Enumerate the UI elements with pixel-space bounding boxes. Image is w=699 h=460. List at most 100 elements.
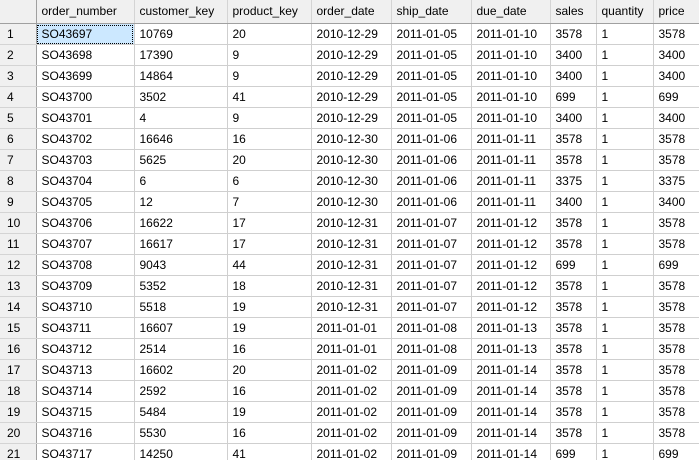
cell-order-date[interactable]: 2010-12-30: [311, 170, 392, 192]
cell-sales[interactable]: 3400: [550, 107, 597, 129]
cell-due-date[interactable]: 2011-01-10: [471, 86, 551, 108]
cell-quantity[interactable]: 1: [596, 23, 654, 45]
cell-product-key[interactable]: 20: [227, 149, 312, 171]
cell-price[interactable]: 3578: [653, 275, 699, 297]
cell-order-date[interactable]: 2010-12-29: [311, 44, 392, 66]
cell-order-number[interactable]: SO43699: [36, 65, 135, 87]
cell-quantity[interactable]: 1: [596, 44, 654, 66]
cell-customer-key[interactable]: 3502: [134, 86, 228, 108]
cell-product-key[interactable]: 16: [227, 380, 312, 402]
row-number[interactable]: 4: [0, 86, 37, 108]
cell-quantity[interactable]: 1: [596, 86, 654, 108]
cell-ship-date[interactable]: 2011-01-06: [391, 191, 472, 213]
cell-quantity[interactable]: 1: [596, 275, 654, 297]
table-row[interactable]: 8 SO43704 6 6 2010-12-30 2011-01-06 2011-01-11…: [0, 170, 699, 192]
cell-ship-date[interactable]: 2011-01-09: [391, 422, 472, 444]
row-number[interactable]: 18: [0, 380, 37, 402]
table-row[interactable]: 2 SO43698 17390 9 2010-12-29 2011-01-05 2011-0…: [0, 44, 699, 66]
cell-customer-key[interactable]: 5484: [134, 401, 228, 423]
cell-sales[interactable]: 3400: [550, 65, 597, 87]
row-number[interactable]: 7: [0, 149, 37, 171]
table-row[interactable]: 10 SO43706 16622 17 2010-12-31 2011-01-07 2011…: [0, 212, 699, 234]
table-row[interactable]: 1 SO43697 10769 20 2010-12-29 2011-01-05 2011-…: [0, 23, 699, 45]
cell-quantity[interactable]: 1: [596, 170, 654, 192]
cell-sales[interactable]: 3578: [550, 275, 597, 297]
table-row[interactable]: 14 SO43710 5518 19 2010-12-31 2011-01-07 2011-…: [0, 296, 699, 318]
cell-sales[interactable]: 3375: [550, 170, 597, 192]
cell-quantity[interactable]: 1: [596, 233, 654, 255]
column-header-order-date[interactable]: order_date: [311, 0, 392, 24]
cell-product-key[interactable]: 19: [227, 296, 312, 318]
cell-order-date[interactable]: 2010-12-31: [311, 275, 392, 297]
cell-customer-key[interactable]: 4: [134, 107, 228, 129]
cell-order-number[interactable]: SO43710: [36, 296, 135, 318]
cell-sales[interactable]: 3578: [550, 23, 597, 45]
cell-price[interactable]: 3400: [653, 191, 699, 213]
cell-due-date[interactable]: 2011-01-11: [471, 170, 551, 192]
cell-ship-date[interactable]: 2011-01-06: [391, 149, 472, 171]
cell-price[interactable]: 3578: [653, 422, 699, 444]
cell-due-date[interactable]: 2011-01-14: [471, 422, 551, 444]
cell-ship-date[interactable]: 2011-01-06: [391, 128, 472, 150]
row-number[interactable]: 10: [0, 212, 37, 234]
row-number[interactable]: 13: [0, 275, 37, 297]
cell-due-date[interactable]: 2011-01-10: [471, 44, 551, 66]
cell-order-number[interactable]: SO43709: [36, 275, 135, 297]
cell-customer-key[interactable]: 2514: [134, 338, 228, 360]
cell-order-date[interactable]: 2011-01-02: [311, 359, 392, 381]
cell-ship-date[interactable]: 2011-01-06: [391, 170, 472, 192]
cell-order-number[interactable]: SO43698: [36, 44, 135, 66]
cell-order-date[interactable]: 2010-12-30: [311, 128, 392, 150]
row-number[interactable]: 3: [0, 65, 37, 87]
cell-customer-key[interactable]: 16622: [134, 212, 228, 234]
cell-product-key[interactable]: 6: [227, 170, 312, 192]
cell-sales[interactable]: 3578: [550, 422, 597, 444]
cell-due-date[interactable]: 2011-01-11: [471, 128, 551, 150]
cell-customer-key[interactable]: 14864: [134, 65, 228, 87]
cell-ship-date[interactable]: 2011-01-07: [391, 254, 472, 276]
cell-order-date[interactable]: 2010-12-30: [311, 191, 392, 213]
row-number[interactable]: 21: [0, 443, 37, 460]
cell-order-number[interactable]: SO43712: [36, 338, 135, 360]
table-row[interactable]: 20 SO43716 5530 16 2011-01-02 2011-01-09 2011-…: [0, 422, 699, 444]
cell-sales[interactable]: 3578: [550, 380, 597, 402]
cell-order-date[interactable]: 2011-01-01: [311, 338, 392, 360]
row-number[interactable]: 20: [0, 422, 37, 444]
cell-order-date[interactable]: 2011-01-02: [311, 422, 392, 444]
table-row[interactable]: 11 SO43707 16617 17 2010-12-31 2011-01-07 2011…: [0, 233, 699, 255]
cell-quantity[interactable]: 1: [596, 338, 654, 360]
row-number[interactable]: 19: [0, 401, 37, 423]
cell-quantity[interactable]: 1: [596, 149, 654, 171]
cell-due-date[interactable]: 2011-01-12: [471, 254, 551, 276]
cell-customer-key[interactable]: 12: [134, 191, 228, 213]
cell-ship-date[interactable]: 2011-01-08: [391, 317, 472, 339]
cell-sales[interactable]: 3578: [550, 317, 597, 339]
cell-sales[interactable]: 3578: [550, 338, 597, 360]
table-row[interactable]: 16 SO43712 2514 16 2011-01-01 2011-01-08 2011-…: [0, 338, 699, 360]
cell-order-number[interactable]: SO43707: [36, 233, 135, 255]
cell-sales[interactable]: 699: [550, 254, 597, 276]
cell-customer-key[interactable]: 14250: [134, 443, 228, 460]
select-all-corner[interactable]: [0, 0, 37, 24]
cell-sales[interactable]: 699: [550, 86, 597, 108]
cell-price[interactable]: 3578: [653, 338, 699, 360]
cell-due-date[interactable]: 2011-01-13: [471, 317, 551, 339]
cell-order-date[interactable]: 2010-12-30: [311, 149, 392, 171]
column-header-customer-key[interactable]: customer_key: [134, 0, 228, 24]
cell-due-date[interactable]: 2011-01-10: [471, 65, 551, 87]
cell-order-date[interactable]: 2011-01-02: [311, 380, 392, 402]
cell-customer-key[interactable]: 16617: [134, 233, 228, 255]
cell-order-date[interactable]: 2010-12-31: [311, 212, 392, 234]
table-row[interactable]: 6 SO43702 16646 16 2010-12-30 2011-01-06 2011-…: [0, 128, 699, 150]
cell-price[interactable]: 3375: [653, 170, 699, 192]
cell-product-key[interactable]: 7: [227, 191, 312, 213]
cell-price[interactable]: 3400: [653, 107, 699, 129]
cell-customer-key[interactable]: 10769: [134, 23, 228, 45]
cell-order-number[interactable]: SO43701: [36, 107, 135, 129]
cell-product-key[interactable]: 17: [227, 233, 312, 255]
cell-customer-key[interactable]: 5625: [134, 149, 228, 171]
cell-quantity[interactable]: 1: [596, 359, 654, 381]
cell-order-number[interactable]: SO43708: [36, 254, 135, 276]
row-number[interactable]: 9: [0, 191, 37, 213]
cell-product-key[interactable]: 19: [227, 401, 312, 423]
